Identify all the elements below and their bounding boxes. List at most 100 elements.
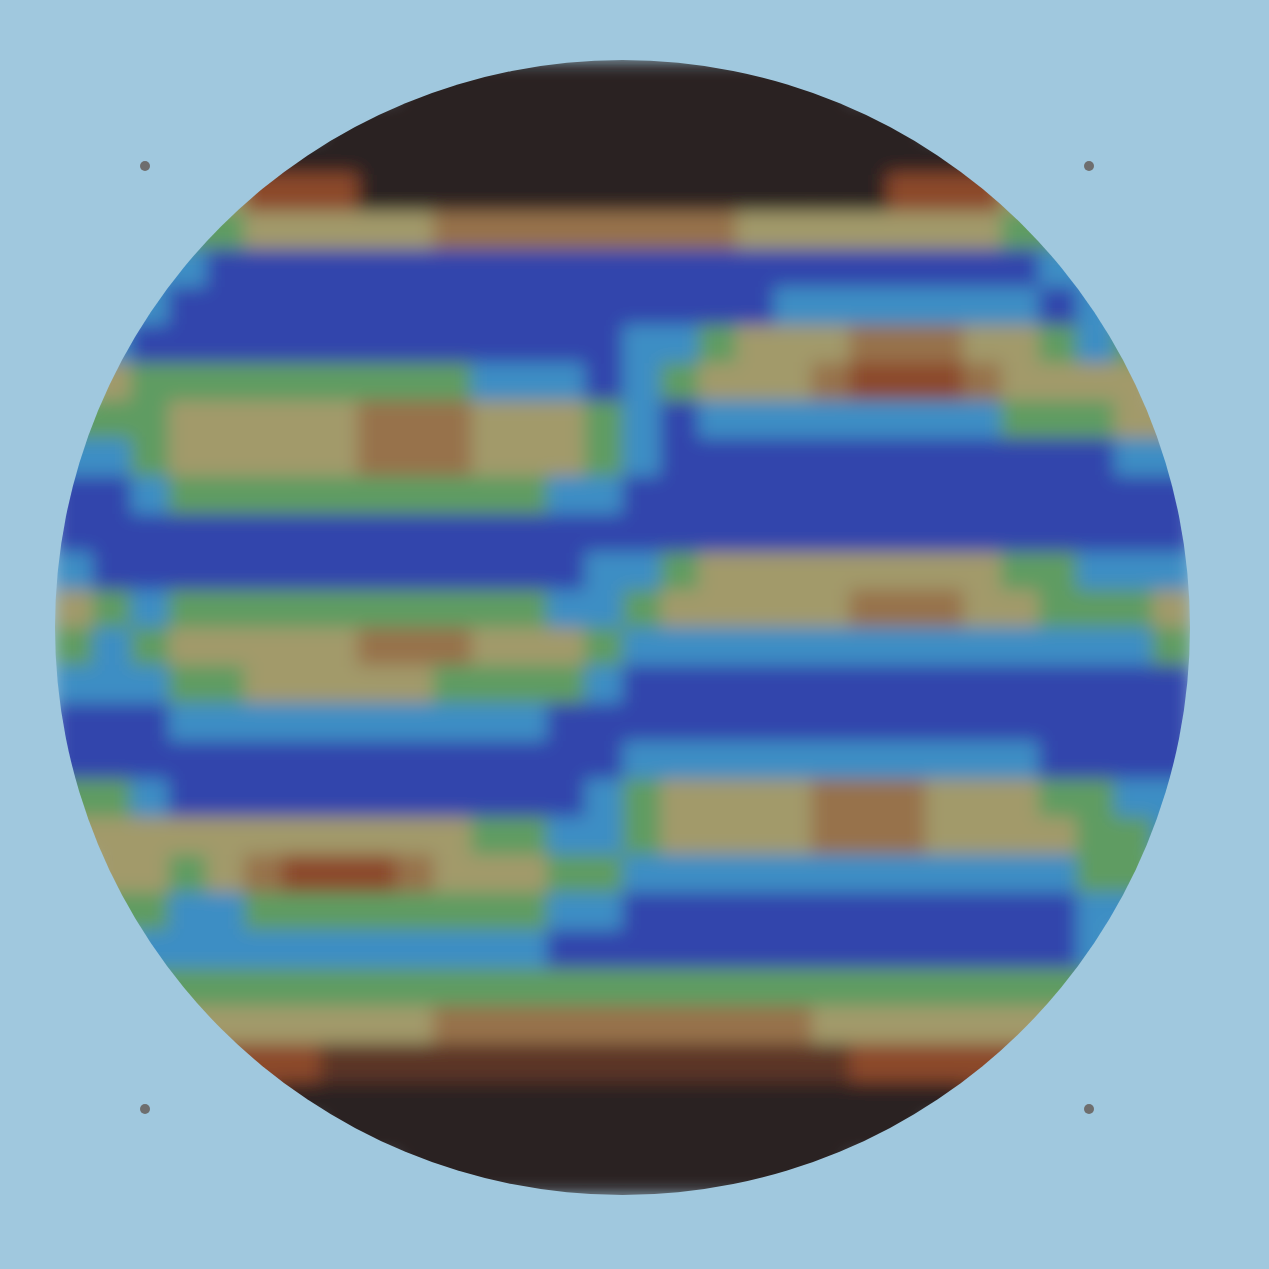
cell bbox=[1039, 817, 1077, 855]
cell bbox=[660, 401, 698, 439]
cell bbox=[1001, 930, 1039, 968]
cell bbox=[774, 249, 812, 287]
cell bbox=[623, 249, 661, 287]
cell bbox=[547, 211, 585, 249]
cell bbox=[585, 363, 623, 401]
cell bbox=[282, 552, 320, 590]
cell bbox=[396, 628, 434, 666]
cell bbox=[963, 249, 1001, 287]
cell bbox=[282, 476, 320, 514]
cell bbox=[433, 590, 471, 628]
cell bbox=[698, 1157, 736, 1195]
cell bbox=[736, 741, 774, 779]
cell bbox=[850, 211, 888, 249]
cell bbox=[1001, 514, 1039, 552]
cell bbox=[774, 136, 812, 174]
cell bbox=[660, 930, 698, 968]
cell bbox=[963, 476, 1001, 514]
cell bbox=[55, 590, 93, 628]
cell bbox=[925, 174, 963, 212]
cell bbox=[206, 817, 244, 855]
cell bbox=[850, 628, 888, 666]
cell bbox=[660, 476, 698, 514]
cell bbox=[698, 1044, 736, 1082]
cell bbox=[736, 703, 774, 741]
cell bbox=[585, 703, 623, 741]
cell bbox=[774, 703, 812, 741]
cell bbox=[396, 552, 434, 590]
cell bbox=[1039, 855, 1077, 893]
cell bbox=[1001, 249, 1039, 287]
cell bbox=[887, 628, 925, 666]
cell bbox=[925, 136, 963, 174]
cell bbox=[396, 401, 434, 439]
cell bbox=[736, 249, 774, 287]
cell bbox=[547, 1082, 585, 1120]
cell bbox=[774, 892, 812, 930]
cell bbox=[131, 401, 169, 439]
cell bbox=[547, 817, 585, 855]
cell bbox=[585, 930, 623, 968]
cell bbox=[471, 60, 509, 98]
cell bbox=[433, 136, 471, 174]
cell bbox=[1114, 665, 1152, 703]
cell bbox=[396, 665, 434, 703]
cell bbox=[623, 287, 661, 325]
cell bbox=[698, 249, 736, 287]
cell bbox=[433, 249, 471, 287]
cell bbox=[244, 930, 282, 968]
cell bbox=[320, 930, 358, 968]
cell bbox=[963, 438, 1001, 476]
cell bbox=[736, 779, 774, 817]
cell bbox=[471, 1006, 509, 1044]
cell bbox=[623, 98, 661, 136]
cell bbox=[509, 1119, 547, 1157]
cell bbox=[1077, 438, 1115, 476]
cell bbox=[698, 211, 736, 249]
cell bbox=[93, 855, 131, 893]
cell bbox=[698, 741, 736, 779]
cell bbox=[206, 665, 244, 703]
cell bbox=[93, 741, 131, 779]
cell bbox=[509, 665, 547, 703]
cell bbox=[887, 1119, 925, 1157]
cell bbox=[887, 287, 925, 325]
cell bbox=[812, 817, 850, 855]
cell bbox=[887, 98, 925, 136]
cell bbox=[131, 779, 169, 817]
cell bbox=[471, 211, 509, 249]
cell bbox=[963, 136, 1001, 174]
cell bbox=[736, 1157, 774, 1195]
cell bbox=[585, 1157, 623, 1195]
cell bbox=[623, 779, 661, 817]
cell bbox=[585, 98, 623, 136]
cell bbox=[547, 514, 585, 552]
cell bbox=[509, 136, 547, 174]
cell bbox=[1039, 1006, 1077, 1044]
cell bbox=[282, 1082, 320, 1120]
cell bbox=[623, 665, 661, 703]
cell bbox=[736, 1082, 774, 1120]
cell bbox=[282, 628, 320, 666]
cell bbox=[396, 136, 434, 174]
cell bbox=[660, 325, 698, 363]
cell bbox=[547, 855, 585, 893]
cell bbox=[774, 325, 812, 363]
cell bbox=[244, 1044, 282, 1082]
cell bbox=[698, 552, 736, 590]
cell bbox=[1114, 552, 1152, 590]
cell bbox=[509, 1082, 547, 1120]
cell bbox=[1001, 1044, 1039, 1082]
cell bbox=[660, 1157, 698, 1195]
cell bbox=[963, 174, 1001, 212]
cell bbox=[698, 855, 736, 893]
cell bbox=[320, 1044, 358, 1082]
cell bbox=[585, 892, 623, 930]
cell bbox=[55, 703, 93, 741]
cell bbox=[320, 703, 358, 741]
cell bbox=[736, 287, 774, 325]
cell bbox=[509, 287, 547, 325]
cell bbox=[774, 1119, 812, 1157]
cell bbox=[1077, 628, 1115, 666]
cell bbox=[509, 211, 547, 249]
